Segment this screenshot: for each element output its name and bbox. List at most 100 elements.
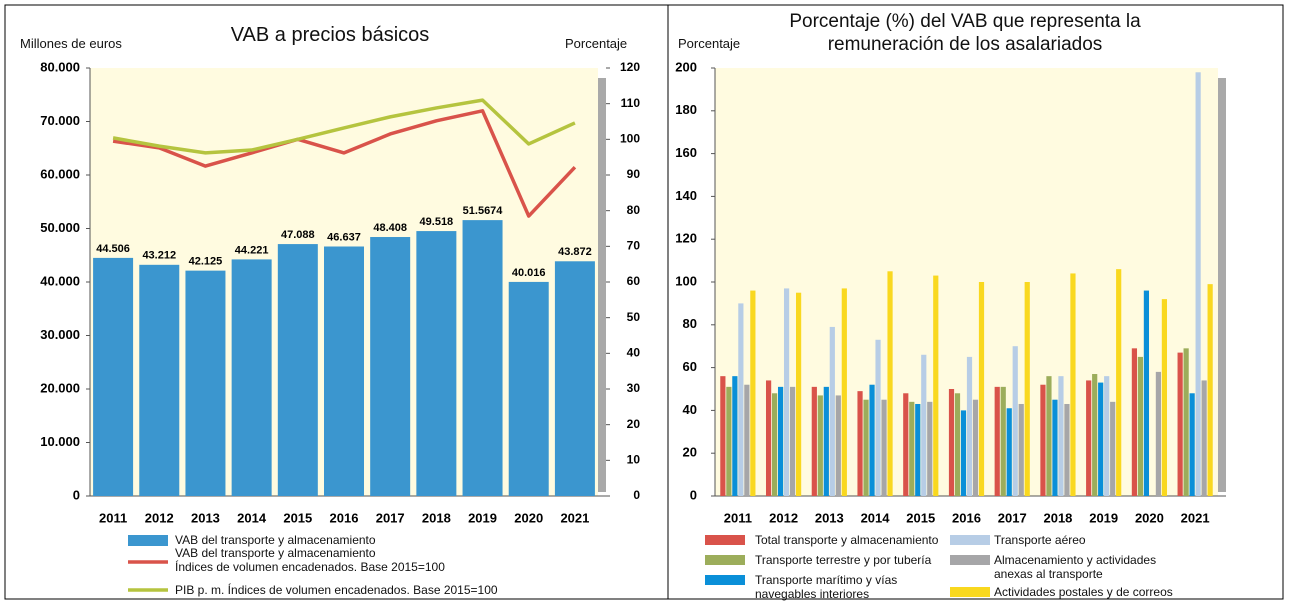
x-tick-label: 2021 [1181,510,1210,525]
x-tick-label: 2021 [560,510,589,525]
y-tick-label: 50.000 [40,220,80,235]
bar [972,399,979,496]
bar [966,356,973,496]
y-axis-title: Millones de euros [20,36,122,51]
value-label: 43.212 [142,250,176,262]
x-tick-label: 2020 [514,510,543,525]
bar [857,391,863,496]
y2-tick-label: 50 [627,310,641,324]
y2-tick-label: 80 [627,203,641,217]
y-tick-label: 40.000 [40,273,80,288]
value-label: 42.125 [189,256,223,268]
bar [978,282,985,496]
x-tick-label: 2013 [815,510,844,525]
bar [948,389,955,496]
y-tick-label: 120 [675,231,697,246]
y2-tick-label: 60 [627,274,641,288]
y2-axis-title: Porcentaje [565,36,628,51]
bar [1024,282,1030,496]
bar [841,288,847,496]
plot-shadow [1218,78,1226,492]
x-tick-label: 2020 [1135,510,1164,525]
bar [863,399,869,496]
legend-swatch [950,535,990,545]
bar [1070,273,1076,496]
bar [1116,269,1122,496]
bar [1110,401,1116,496]
value-label: 43.872 [558,246,592,258]
y-tick-label: 200 [675,59,697,74]
y-tick-label: 30.000 [40,327,80,342]
y2-tick-label: 110 [621,96,641,110]
bar [1086,380,1092,496]
y2-tick-label: 40 [627,346,641,360]
y2-tick-label: 10 [627,453,641,467]
bar [277,244,318,496]
x-tick-label: 2018 [1043,510,1072,525]
bar [1207,284,1213,496]
x-tick-label: 2011 [724,510,752,525]
bar [903,393,909,496]
bar [1131,348,1138,496]
x-tick-label: 2019 [468,510,497,525]
plot-shadow [598,78,606,492]
y2-tick-label: 30 [627,381,641,395]
y-tick-label: 80.000 [40,59,80,74]
bar [1040,384,1046,496]
bar [811,386,817,496]
bar [1012,346,1018,496]
legend-swatch [705,575,745,585]
bar [1058,376,1064,496]
bar [777,386,784,496]
legend-label: Transporte terrestre y por tubería [755,553,932,567]
legend-label: VAB del transporte y almacenamiento Índi… [175,546,445,574]
bar [795,292,802,496]
x-tick-label: 2012 [769,510,798,525]
y-tick-label: 60.000 [40,166,80,181]
bar [1143,290,1150,496]
y-tick-label: 20.000 [40,380,80,395]
bar [829,326,835,496]
value-label: 47.088 [281,229,315,241]
bar [915,403,921,496]
bar [554,261,595,496]
bar [994,386,1000,496]
bar [927,401,933,496]
x-tick-label: 2016 [330,510,359,525]
bar [1195,72,1201,496]
line [112,98,576,155]
x-tick-label: 2017 [376,510,405,525]
value-label: 48.408 [373,222,407,234]
bar [960,410,967,496]
x-tick-label: 2015 [906,510,935,525]
y2-tick-label: 120 [620,60,640,74]
legend-label: Actividades postales y de correos [994,585,1173,599]
bar [783,288,790,496]
bar [1098,382,1104,496]
bar [231,259,272,496]
bar [875,339,881,496]
bar [835,395,841,496]
legend-label: VAB del transporte y almacenamiento [175,533,376,547]
bar [823,386,829,496]
x-tick-label: 2013 [191,510,220,525]
legend-label: Transporte marítimo y vías navegables in… [755,573,898,601]
value-label: 51.5674 [463,205,504,217]
y2-tick-label: 0 [633,488,640,502]
y2-tick-label: 100 [620,132,640,146]
bar [817,395,823,496]
bar [1201,380,1207,496]
legend-swatch [950,587,990,597]
bar [738,303,744,496]
bar [750,290,756,496]
bar [185,270,226,496]
bar [881,399,887,496]
bar [1064,403,1070,496]
bar [765,380,772,496]
bar [789,386,796,496]
bar [1000,386,1006,496]
y2-tick-label: 70 [627,239,641,253]
x-tick-label: 2017 [998,510,1027,525]
bar [921,354,927,496]
